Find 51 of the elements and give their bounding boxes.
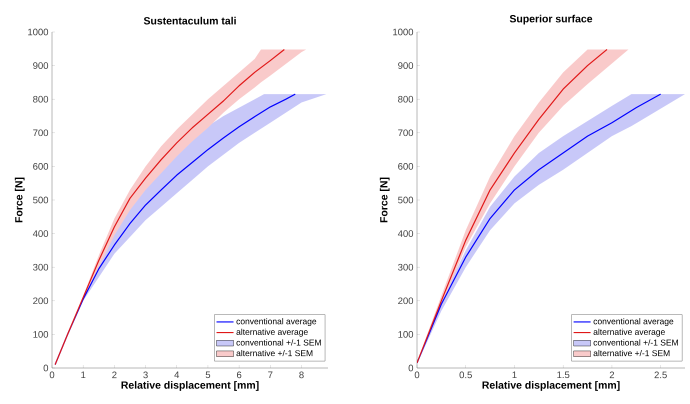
y-tick-label: 1000 xyxy=(28,28,48,36)
y-tick-label: 500 xyxy=(398,196,414,204)
x-tick-label: 8 xyxy=(299,372,304,378)
chart-title: Superior surface xyxy=(510,14,592,24)
x-tick-label: 2 xyxy=(112,372,117,378)
y-tick-label: 0 xyxy=(408,364,414,372)
y-tick-label: 900 xyxy=(33,62,48,69)
x-tick-label: 5 xyxy=(206,372,210,378)
legend-label: alternative +/-1 SEM xyxy=(236,350,312,356)
y-tick-label: 300 xyxy=(398,264,414,271)
y-tick-label: 0 xyxy=(44,364,48,372)
y-tick-label: 200 xyxy=(33,297,48,304)
y-axis-title: Force [N] xyxy=(14,178,25,222)
y-tick-label: 100 xyxy=(398,331,414,338)
legend-label: alternative average xyxy=(594,328,665,337)
x-tick-label: 6 xyxy=(236,372,242,378)
x-tick-label: 0 xyxy=(414,372,420,378)
x-tick-label: 1 xyxy=(81,372,86,378)
y-tick-label: 600 xyxy=(33,163,48,170)
y-tick-label: 100 xyxy=(33,331,48,338)
y-tick-label: 900 xyxy=(398,62,414,69)
y-tick-label: 700 xyxy=(33,129,48,136)
y-tick-label: 600 xyxy=(398,163,414,170)
legend-label: conventional average xyxy=(236,318,316,326)
x-tick-label: 1 xyxy=(512,372,517,378)
y-tick-label: 1000 xyxy=(393,28,414,36)
y-tick-label: 400 xyxy=(32,230,48,237)
legend-label: conventional +/-1 SEM xyxy=(594,339,678,346)
y-tick-label: 500 xyxy=(33,196,48,204)
legend-label: conventional average xyxy=(594,318,674,326)
legend-label: alternative +/-1 SEM xyxy=(594,350,670,356)
y-tick-label: 300 xyxy=(33,264,48,271)
x-tick-label: 4 xyxy=(174,372,180,378)
y-tick-label: 700 xyxy=(398,129,414,136)
y-axis-title: Force [N] xyxy=(380,178,390,222)
x-tick-label: 0.5 xyxy=(460,372,472,378)
y-tick-label: 800 xyxy=(33,96,48,103)
x-axis-title: Relative displacement [mm] xyxy=(482,381,620,391)
legend-label: conventional +/-1 SEM xyxy=(236,339,321,346)
x-tick-label: 2.5 xyxy=(654,372,667,378)
x-tick-label: 0 xyxy=(50,372,54,378)
y-tick-label: 800 xyxy=(398,96,414,103)
legend-label: alternative average xyxy=(236,328,308,337)
x-tick-label: 2 xyxy=(610,372,614,378)
x-tick-label: 1.5 xyxy=(557,372,570,378)
y-tick-label: 400 xyxy=(398,230,414,237)
x-tick-label: 7 xyxy=(268,372,272,378)
chart-title: Sustentaculum tali xyxy=(144,16,236,24)
x-axis-title: Relative displacement [mm] xyxy=(122,381,259,391)
x-tick-label: 3 xyxy=(143,372,148,378)
y-tick-label: 200 xyxy=(398,297,414,304)
